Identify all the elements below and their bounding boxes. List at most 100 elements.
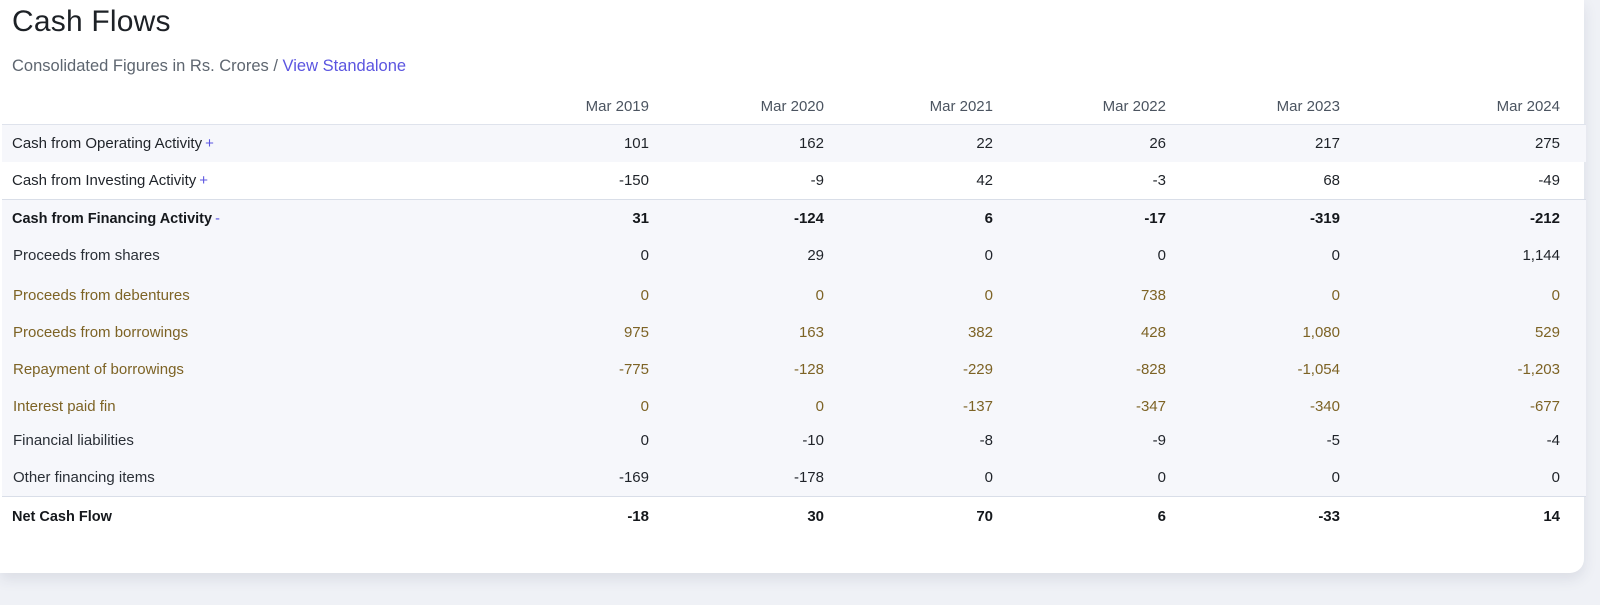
cell-value: -49 bbox=[1538, 172, 1560, 189]
cell-value: 0 bbox=[1340, 459, 1586, 497]
table-row-spacer bbox=[2, 274, 1586, 311]
col-header: Mar 2022 bbox=[993, 88, 1166, 125]
cell-value: 0 bbox=[815, 287, 824, 304]
cell-value: 0 bbox=[1166, 237, 1340, 274]
cell-value: 68 bbox=[1323, 172, 1340, 189]
col-header: Mar 2021 bbox=[824, 88, 993, 125]
cell-value: 0 bbox=[640, 398, 649, 415]
row-label: Cash from Operating Activity + bbox=[2, 124, 302, 162]
cell-value: 6 bbox=[993, 496, 1166, 536]
cell-value: 162 bbox=[649, 124, 824, 162]
cell-value: -4 bbox=[1340, 422, 1586, 459]
table-row-repayment-borrowings: Repayment of borrowings -775 -128 -229 -… bbox=[2, 351, 1586, 388]
cell-value: 0 bbox=[993, 237, 1166, 274]
col-header: Mar 2024 bbox=[1340, 88, 1586, 125]
cell-value: -3 bbox=[1152, 172, 1166, 189]
cell-value: -9 bbox=[993, 422, 1166, 459]
cell-value: -1,203 bbox=[1517, 361, 1560, 378]
cell-value: -319 bbox=[1166, 199, 1340, 237]
row-label: Proceeds from borrowings bbox=[13, 324, 189, 341]
row-label-text: Cash from Operating Activity bbox=[12, 135, 203, 152]
row-label: Repayment of borrowings bbox=[13, 361, 184, 378]
cell-value: -18 bbox=[302, 496, 649, 536]
cash-flow-table: Mar 2019 Mar 2020 Mar 2021 Mar 2022 Mar … bbox=[2, 88, 1586, 536]
cell-value: -9 bbox=[810, 172, 824, 189]
table-row-interest-paid: Interest paid fin 0 0 -137 -347 -340 -67… bbox=[2, 388, 1586, 425]
cell-value: 101 bbox=[302, 124, 649, 162]
cell-value: 31 bbox=[302, 199, 649, 237]
cell-value: -128 bbox=[793, 361, 824, 378]
cell-value: -33 bbox=[1166, 496, 1340, 536]
cell-value: -340 bbox=[1309, 398, 1340, 415]
row-label: Net Cash Flow bbox=[2, 496, 302, 536]
row-label: Cash from Financing Activity - bbox=[2, 199, 302, 237]
cell-value: 0 bbox=[302, 237, 649, 274]
view-standalone-link[interactable]: View Standalone bbox=[282, 57, 407, 75]
row-label: Other financing items bbox=[2, 459, 302, 497]
cell-value: 0 bbox=[1551, 287, 1560, 304]
cell-value: 0 bbox=[984, 287, 993, 304]
row-label: Financial liabilities bbox=[2, 422, 302, 459]
cell-value: 1,080 bbox=[1302, 324, 1340, 341]
table-row-other-financing: Other financing items -169 -178 0 0 0 0 bbox=[2, 459, 1586, 497]
table-row-investing[interactable]: Cash from Investing Activity + -150 -9 42… bbox=[2, 162, 1586, 200]
cell-value: 529 bbox=[1534, 324, 1560, 341]
cell-value: 975 bbox=[623, 324, 649, 341]
table-row-operating[interactable]: Cash from Operating Activity + 101 162 22… bbox=[2, 124, 1586, 162]
highlighted-rows: Proceeds from debentures 0 0 0 738 0 0 P… bbox=[2, 277, 1586, 425]
label-header bbox=[2, 88, 302, 125]
cell-value: 1,144 bbox=[1340, 237, 1586, 274]
table-row-proceeds-borrowings: Proceeds from borrowings 975 163 382 428… bbox=[2, 314, 1586, 351]
table-row-spacer bbox=[2, 311, 1586, 348]
cell-value: 0 bbox=[302, 422, 649, 459]
cell-value: 6 bbox=[824, 199, 993, 237]
cell-value: 29 bbox=[649, 237, 824, 274]
cell-value: 30 bbox=[649, 496, 824, 536]
cell-value: -137 bbox=[962, 398, 993, 415]
cell-value: 382 bbox=[967, 324, 993, 341]
cell-value: -775 bbox=[618, 361, 649, 378]
cell-value: 26 bbox=[993, 124, 1166, 162]
cell-value: -5 bbox=[1166, 422, 1340, 459]
cell-value: 0 bbox=[824, 237, 993, 274]
col-header: Mar 2019 bbox=[302, 88, 649, 125]
cash-flows-card: Cash Flows Consolidated Figures in Rs. C… bbox=[0, 0, 1586, 573]
cell-value: -828 bbox=[1135, 361, 1166, 378]
header-row: Mar 2019 Mar 2020 Mar 2021 Mar 2022 Mar … bbox=[2, 88, 1586, 125]
cell-value: -347 bbox=[1135, 398, 1166, 415]
cell-value: 42 bbox=[976, 172, 993, 189]
row-label-text: Cash from Investing Activity bbox=[12, 172, 197, 189]
cell-value: 0 bbox=[640, 287, 649, 304]
collapse-toggle[interactable]: - bbox=[215, 210, 220, 227]
expand-toggle[interactable]: + bbox=[205, 135, 214, 152]
cell-value: -8 bbox=[824, 422, 993, 459]
cell-value: 0 bbox=[824, 459, 993, 497]
cell-value: 428 bbox=[1140, 324, 1166, 341]
figures-caption: Consolidated Figures in Rs. Crores / bbox=[12, 57, 278, 75]
cell-value: 738 bbox=[1140, 287, 1166, 304]
cell-value: 70 bbox=[824, 496, 993, 536]
table-row-proceeds-shares: Proceeds from shares 0 29 0 0 0 1,144 bbox=[2, 237, 1586, 274]
cell-value: -677 bbox=[1529, 398, 1560, 415]
cell-value: -169 bbox=[302, 459, 649, 497]
cell-value: -178 bbox=[649, 459, 824, 497]
cell-value: 163 bbox=[798, 324, 824, 341]
cell-value: 0 bbox=[1166, 459, 1340, 497]
col-header: Mar 2023 bbox=[1166, 88, 1340, 125]
cell-value: 0 bbox=[815, 398, 824, 415]
table-row-financing[interactable]: Cash from Financing Activity - 31 -124 6 … bbox=[2, 199, 1586, 237]
cell-value: -229 bbox=[962, 361, 993, 378]
cell-value: 0 bbox=[993, 459, 1166, 497]
cell-value: -150 bbox=[618, 172, 649, 189]
cell-value: 275 bbox=[1340, 124, 1586, 162]
table-row-proceeds-debentures: Proceeds from debentures 0 0 0 738 0 0 bbox=[2, 277, 1586, 314]
cell-value: -124 bbox=[649, 199, 824, 237]
cell-value: -10 bbox=[649, 422, 824, 459]
cell-value: 22 bbox=[824, 124, 993, 162]
row-label-text: Cash from Financing Activity bbox=[12, 210, 213, 227]
cell-value: 217 bbox=[1166, 124, 1340, 162]
cell-value: 14 bbox=[1340, 496, 1586, 536]
expand-toggle[interactable]: + bbox=[199, 172, 208, 189]
cell-value: 0 bbox=[1331, 287, 1340, 304]
page-title: Cash Flows bbox=[12, 5, 171, 38]
